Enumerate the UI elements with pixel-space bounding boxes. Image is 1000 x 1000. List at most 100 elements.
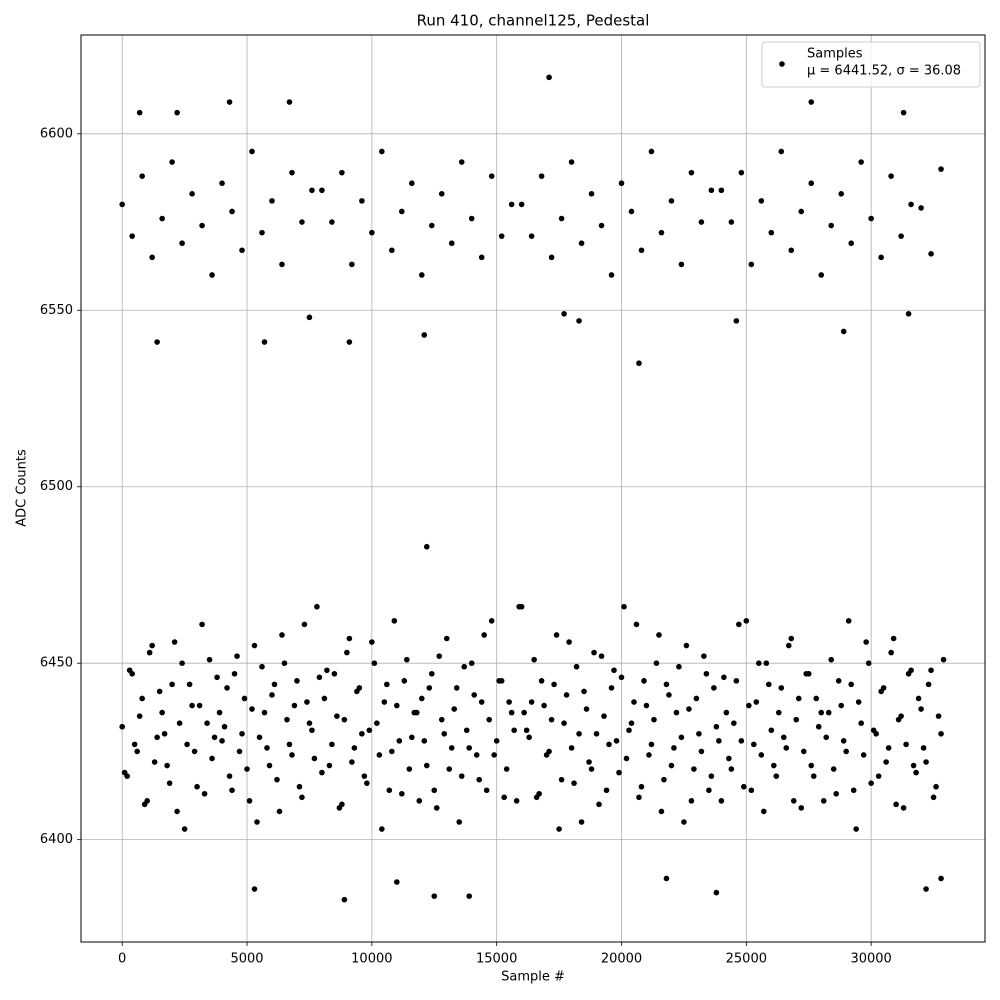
point	[658, 229, 665, 236]
point	[221, 723, 228, 730]
point	[369, 639, 375, 645]
point	[151, 759, 158, 765]
point	[721, 674, 727, 681]
point	[608, 272, 615, 278]
point	[928, 667, 934, 674]
point	[341, 716, 348, 723]
point	[249, 706, 255, 712]
point	[788, 635, 795, 642]
point	[406, 766, 413, 772]
point	[870, 727, 877, 734]
point	[179, 240, 185, 247]
point	[154, 734, 160, 741]
point	[586, 759, 592, 765]
point	[768, 229, 775, 236]
point	[346, 635, 353, 642]
point	[394, 879, 400, 885]
point	[915, 695, 922, 702]
point	[793, 716, 800, 723]
point	[264, 745, 270, 751]
point	[706, 787, 712, 794]
point	[261, 709, 268, 716]
point	[698, 748, 705, 755]
point	[588, 191, 595, 197]
point	[448, 745, 455, 751]
point	[808, 762, 815, 769]
point	[374, 720, 380, 726]
point	[241, 695, 248, 702]
point	[379, 826, 385, 832]
point	[329, 741, 335, 748]
point	[261, 339, 268, 345]
point	[219, 180, 225, 187]
point	[224, 685, 230, 691]
point	[334, 713, 340, 719]
point	[421, 332, 428, 338]
point	[561, 720, 567, 726]
point	[306, 314, 313, 321]
legend-label: Samples	[807, 47, 863, 62]
point	[905, 311, 912, 317]
point	[546, 748, 552, 755]
point	[399, 208, 405, 215]
point	[588, 766, 595, 772]
point	[359, 198, 365, 204]
point	[885, 745, 892, 751]
point	[304, 699, 310, 705]
point	[773, 773, 780, 779]
y-axis-label: ADC Counts	[15, 449, 30, 527]
point	[883, 759, 889, 765]
point	[426, 685, 433, 691]
point	[286, 741, 293, 748]
point	[563, 692, 570, 698]
point	[403, 656, 410, 663]
point	[775, 709, 782, 716]
point	[384, 681, 390, 688]
point	[805, 670, 812, 677]
y-tick-label: 6400	[40, 832, 73, 847]
point	[778, 148, 785, 155]
point	[693, 695, 700, 702]
point	[756, 660, 762, 666]
point	[359, 730, 365, 737]
point	[466, 893, 473, 899]
point	[249, 148, 255, 155]
point	[748, 261, 755, 268]
point	[738, 738, 745, 744]
point	[476, 776, 482, 783]
point	[169, 159, 175, 165]
point	[930, 794, 937, 801]
point	[628, 720, 635, 726]
point	[666, 692, 672, 698]
point	[431, 787, 438, 794]
point	[900, 109, 907, 116]
point	[186, 681, 193, 688]
point	[184, 741, 190, 748]
point	[703, 670, 710, 677]
point	[658, 808, 665, 815]
point	[468, 660, 475, 666]
point	[289, 169, 295, 176]
point	[271, 681, 278, 688]
point	[641, 678, 647, 684]
point	[603, 787, 610, 794]
point	[606, 741, 612, 748]
legend: Samples μ = 6441.52, σ = 36.08	[761, 41, 981, 88]
point	[905, 670, 912, 677]
point	[918, 706, 924, 712]
point	[473, 752, 480, 758]
point	[678, 261, 685, 268]
point	[451, 706, 458, 712]
point	[161, 730, 168, 737]
point	[646, 752, 652, 758]
point	[558, 776, 565, 783]
point	[441, 730, 448, 737]
point	[778, 685, 785, 691]
point	[528, 233, 535, 239]
point	[194, 783, 200, 790]
point	[134, 748, 140, 755]
point	[621, 603, 627, 610]
point	[146, 649, 153, 656]
point	[131, 741, 138, 748]
